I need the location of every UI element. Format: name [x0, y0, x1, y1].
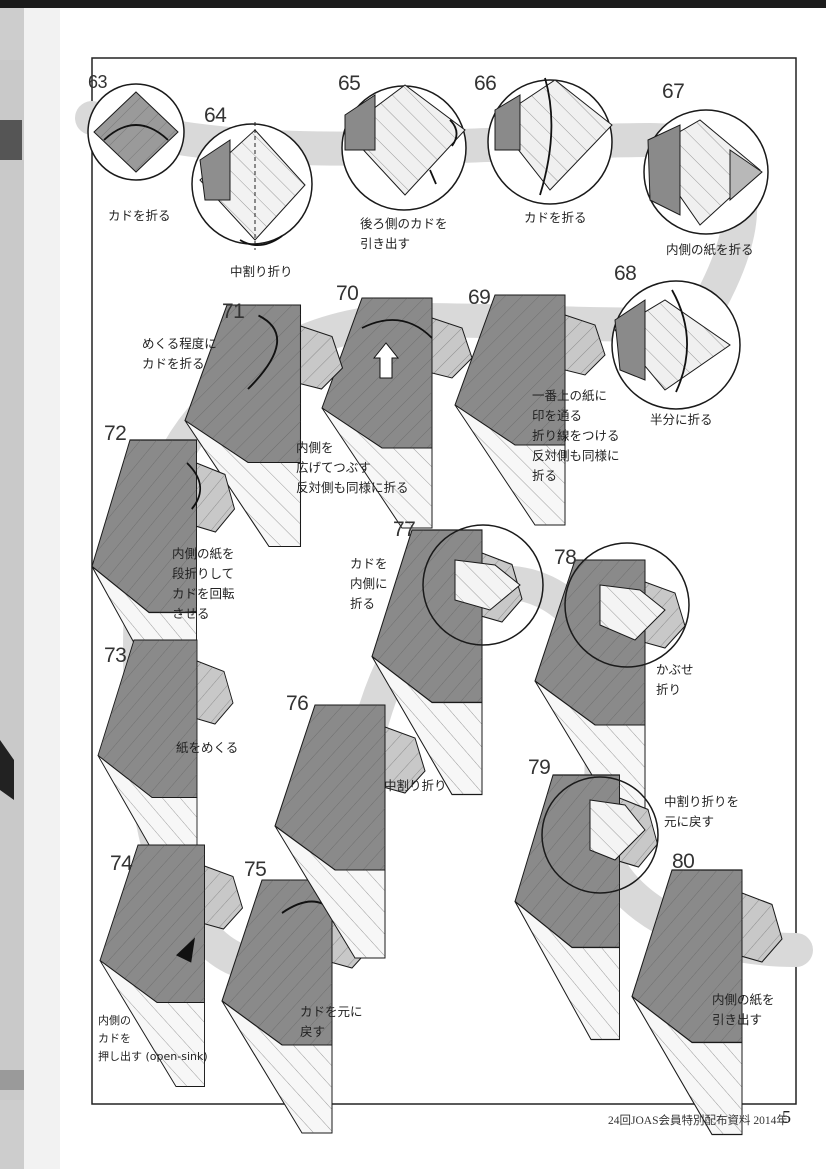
step-caption-73: 紙をめくる — [176, 740, 239, 755]
figure-77 — [371, 524, 544, 796]
step-caption-74: 内側の カドを 押し出す (open-sink) — [98, 1014, 208, 1063]
step-number-80: 80 — [672, 850, 695, 873]
step-caption-65: 後ろ側のカドを 引き出す — [360, 216, 448, 251]
figure-68 — [611, 280, 741, 410]
step-number-67: 67 — [662, 80, 685, 103]
step-caption-76: 中割り折り — [384, 778, 447, 793]
step-caption-79: 中割り折りを 元に戻す — [664, 794, 740, 829]
step-number-71: 71 — [222, 300, 245, 323]
figure-79 — [514, 774, 659, 1041]
step-number-72: 72 — [104, 422, 127, 445]
step-number-73: 73 — [104, 644, 127, 667]
step-number-77: 77 — [393, 518, 416, 541]
step-caption-78: かぶせ 折り — [656, 662, 694, 697]
step-caption-69: 一番上の紙に 印を通る 折り線をつける 反対側も同様に 折る — [532, 388, 620, 483]
figure-66 — [487, 77, 613, 205]
step-number-74: 74 — [110, 852, 133, 875]
step-number-78: 78 — [554, 546, 577, 569]
step-number-79: 79 — [528, 756, 551, 779]
step-caption-75: カドを元に 戻す — [300, 1004, 363, 1039]
figure-64 — [191, 122, 313, 250]
step-number-65: 65 — [338, 72, 361, 95]
step-caption-63: カドを折る — [108, 208, 171, 223]
step-caption-64: 中割り折り — [230, 264, 293, 279]
figure-74 — [99, 844, 244, 1088]
step-number-76: 76 — [286, 692, 309, 715]
step-number-69: 69 — [468, 286, 491, 309]
figure-71 — [184, 304, 344, 548]
footer-source: 24回JOAS会員特別配布資料 2014年 — [608, 1115, 788, 1127]
step-number-68: 68 — [614, 262, 637, 285]
step-caption-66: カドを折る — [524, 210, 587, 225]
prev-page-mark — [0, 740, 14, 800]
step-caption-72: 内側の紙を 段折りして カドを回転 させる — [172, 546, 235, 621]
step-number-75: 75 — [244, 858, 267, 881]
page-number: 5 — [782, 1107, 791, 1127]
step-caption-67: 内側の紙を折る — [666, 242, 754, 257]
figure-67 — [643, 109, 769, 235]
top-edge-shadow — [0, 0, 826, 8]
step-number-70: 70 — [336, 282, 359, 305]
figure-72 — [91, 439, 236, 706]
figure-63 — [87, 83, 185, 181]
step-caption-68: 半分に折る — [650, 412, 713, 427]
step-number-66: 66 — [474, 72, 497, 95]
step-caption-70: 内側を 広げてつぶす 反対側も同様に折る — [296, 440, 409, 495]
step-number-63: 63 — [88, 72, 108, 92]
step-number-64: 64 — [204, 104, 227, 127]
step-caption-77: カドを 内側に 折る — [350, 556, 388, 611]
figure-78 — [534, 542, 690, 814]
figure-70 — [321, 297, 473, 529]
figure-65 — [341, 84, 467, 211]
step-caption-71: めくる程度に カドを折る — [142, 336, 217, 371]
step-caption-80: 内側の紙を 引き出す — [712, 992, 775, 1027]
prev-page-tab — [0, 120, 22, 160]
